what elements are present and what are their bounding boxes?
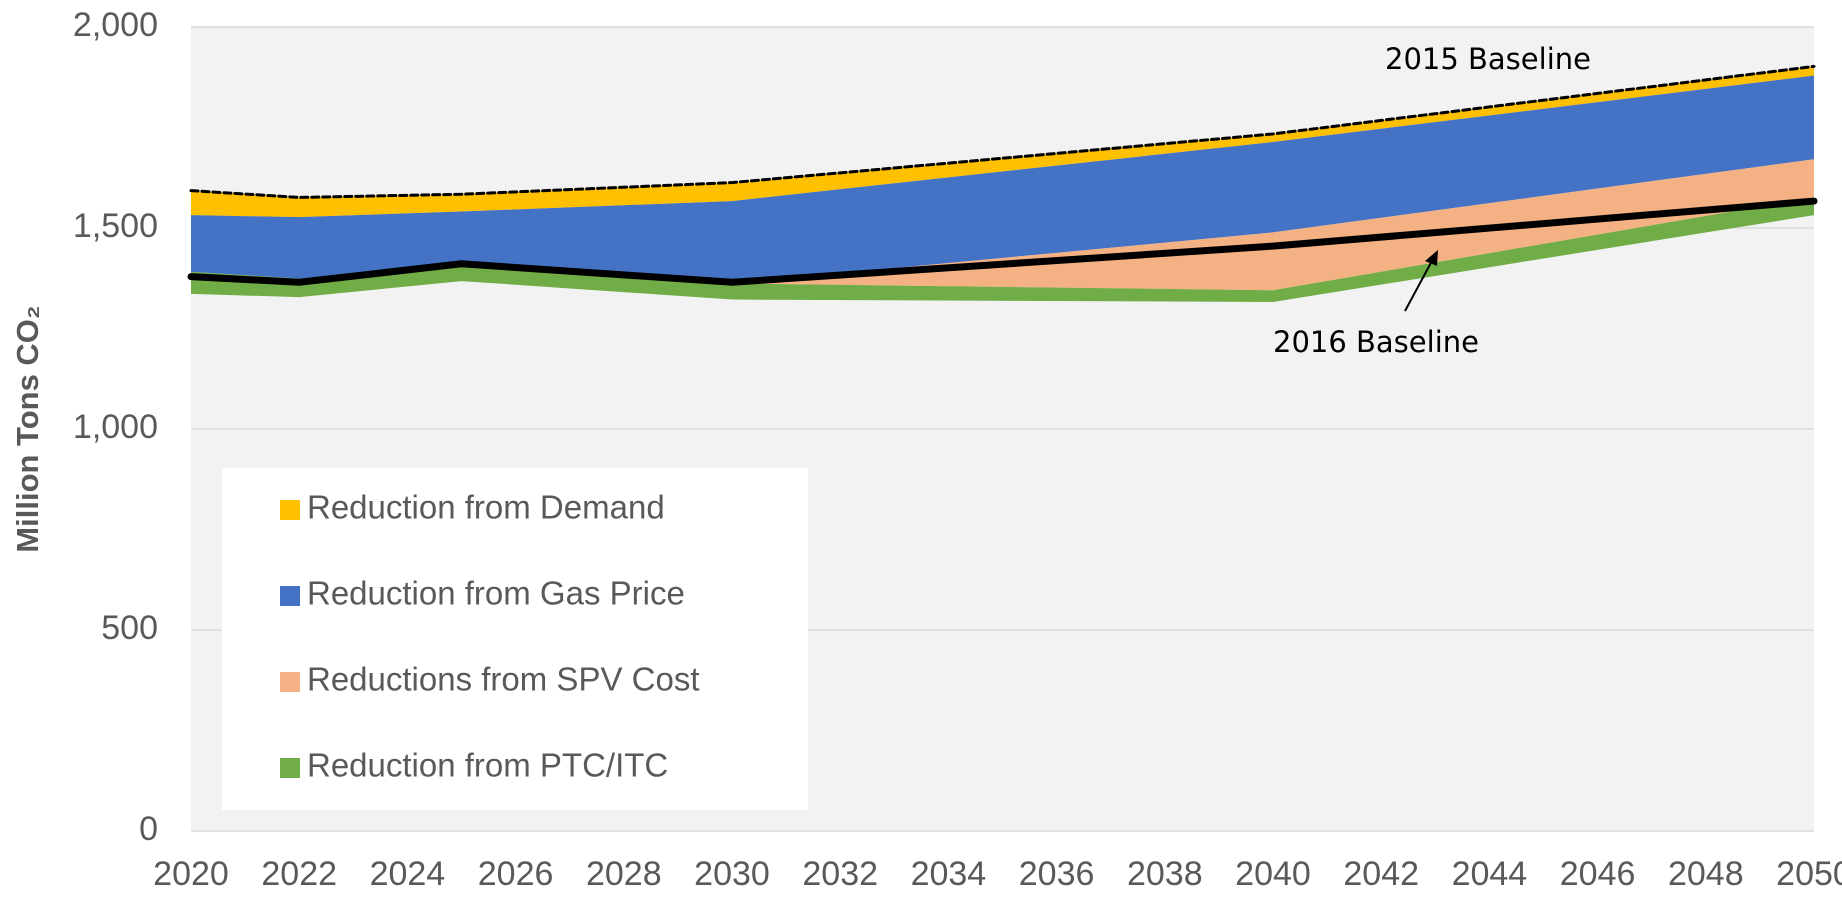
annotation: 2015 Baseline [1385,42,1591,76]
legend-label: Reduction from Gas Price [307,575,685,612]
x-tick-label: 2020 [153,855,229,893]
x-tick-label: 2046 [1560,855,1636,893]
x-tick-label: 2034 [911,855,987,893]
y-axis-title: Million Tons CO₂ [10,305,45,552]
x-tick-label: 2044 [1452,855,1528,893]
area [191,75,1814,284]
legend-swatch [280,500,300,520]
x-tick-label: 2024 [370,855,446,893]
x-tick-label: 2038 [1127,855,1203,893]
y-tick-label: 1,500 [73,207,158,245]
legend-swatch [280,758,300,778]
area [191,66,1814,218]
annotation-arrow [1404,258,1434,312]
x-tick-label: 2040 [1235,855,1311,893]
baseline-line [187,197,1818,286]
x-tick-label: 2042 [1343,855,1419,893]
y-tick-label: 1,000 [73,408,158,446]
legend-label: Reduction from Demand [307,489,665,526]
area [191,159,1814,291]
legend-swatch [280,672,300,692]
x-tick-label: 2036 [1019,855,1095,893]
legend-swatch [280,586,300,606]
legend-box [222,468,808,810]
y-tick-label: 2,000 [73,6,158,44]
legend: Reduction from Demand Reduction from Gas … [280,489,700,784]
annotation: 2016 Baseline [1273,325,1479,359]
ticks: 0 500 1,000 1,500 2,000 2020 2022 2024 2026 2028 2… [73,6,1842,893]
y-tick-label: 500 [101,609,158,647]
annotation-arrowhead [1425,250,1438,266]
x-tick-label: 2026 [478,855,554,893]
lines [187,64,1818,286]
x-tick-label: 2048 [1668,855,1744,893]
legend-label: Reduction from PTC/ITC [307,747,668,784]
legend-label: Reductions from SPV Cost [307,661,700,698]
baseline-line [189,64,1816,199]
x-tick-label: 2028 [586,855,662,893]
x-tick-label: 2030 [694,855,770,893]
x-tick-label: 2050 [1776,855,1842,893]
x-tick-label: 2022 [261,855,337,893]
x-tick-label: 2032 [802,855,878,893]
y-tick-label: 0 [139,810,158,848]
